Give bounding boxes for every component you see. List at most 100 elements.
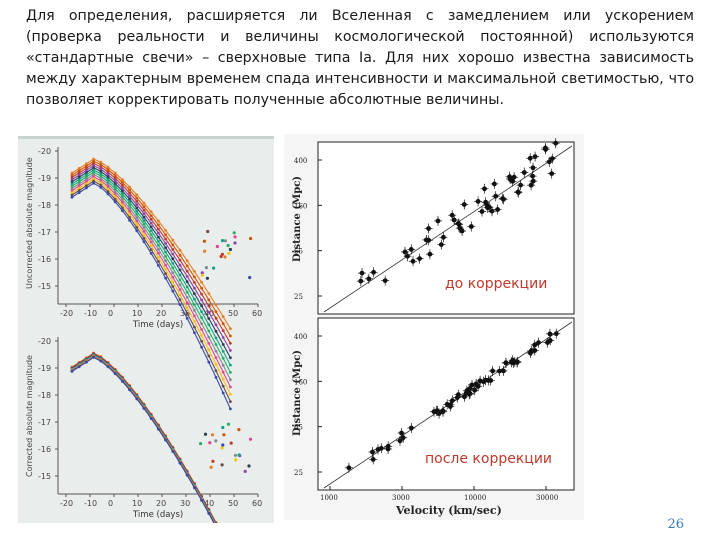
y-tick-label: -16	[38, 445, 51, 454]
light-curve-line	[71, 356, 224, 540]
late-point	[212, 266, 216, 270]
x-tick-label: -10	[84, 499, 97, 508]
late-point	[234, 458, 238, 462]
hubble-point	[472, 387, 478, 393]
hubble-point	[501, 368, 506, 374]
hubble-point	[530, 178, 536, 184]
hubble-point	[402, 249, 408, 255]
hubble-point	[503, 360, 509, 366]
hubble-point	[385, 443, 391, 449]
x-tick-label: 10	[132, 309, 142, 318]
late-point	[205, 276, 209, 280]
hubble-point	[371, 269, 376, 275]
hubble-point	[489, 208, 495, 214]
hubble-point	[493, 193, 499, 199]
late-point	[220, 463, 224, 467]
corrected-ylabel: Corrected absolute magnitude	[25, 355, 34, 477]
late-point	[228, 247, 232, 252]
late-point	[248, 275, 252, 280]
corrected-xlabel: Time (days)	[132, 510, 183, 520]
hubble-point	[438, 242, 444, 247]
late-point	[237, 453, 241, 457]
hubble-point	[359, 270, 365, 276]
hubble-point	[468, 224, 474, 229]
hubble-point	[528, 350, 533, 356]
hubble-point	[417, 256, 422, 261]
late-point	[199, 442, 203, 446]
late-point	[203, 249, 207, 253]
light-curve-line	[71, 178, 231, 395]
hubble-point	[408, 247, 414, 252]
late-point	[222, 433, 226, 437]
hubble-point	[482, 186, 487, 192]
late-point	[202, 239, 206, 243]
uncorrected-plot: Uncorrected absolute magnitude Time (day…	[25, 147, 262, 411]
light-curve-line	[71, 173, 231, 380]
light-curve-line	[71, 352, 226, 540]
hubble-x-tick-label: 30000	[536, 494, 558, 502]
hubble-point	[532, 348, 538, 353]
hubble-point	[431, 409, 437, 415]
hubble-x-tick-label: 1000	[320, 494, 338, 502]
hubble-point	[549, 156, 555, 161]
late-point	[220, 239, 225, 243]
hubble-point	[461, 202, 467, 207]
y-tick-label: -18	[38, 391, 51, 400]
late-point	[223, 239, 227, 243]
hubble-after-ylabel: Distance (Mpc)	[292, 350, 303, 436]
hubble-point	[516, 190, 521, 195]
hubble-y-tick-label: 160	[294, 378, 307, 386]
late-point	[208, 441, 212, 445]
hubble-point	[451, 217, 457, 223]
hubble-fit-line	[323, 145, 573, 313]
hubble-point	[497, 368, 502, 374]
hubble-point	[454, 395, 460, 400]
hubble-point	[440, 409, 446, 415]
hubble-point	[511, 174, 517, 180]
hubble-point	[450, 398, 455, 403]
hubble-point	[532, 342, 538, 348]
x-tick-label: 40	[204, 499, 214, 508]
caption-after-correction: после коррекции	[424, 451, 554, 467]
hubble-point	[488, 378, 494, 383]
hubble-point	[449, 212, 455, 218]
y-tick-label: -17	[38, 418, 51, 427]
x-tick-label: 50	[228, 499, 238, 508]
hubble-y-tick-label: 25	[294, 469, 303, 477]
corrected-plot: Corrected absolute magnitude Time (days)…	[25, 337, 262, 540]
hubble-point	[410, 258, 416, 264]
light-curve-line	[71, 180, 231, 402]
late-point	[237, 428, 241, 432]
x-tick-label: 60	[252, 499, 262, 508]
hubble-point	[441, 234, 446, 240]
hubble-point	[464, 388, 470, 394]
late-point	[210, 433, 215, 437]
y-tick-label: -19	[38, 364, 51, 373]
x-tick-label: 20	[156, 499, 166, 508]
light-curve-line	[71, 182, 231, 410]
hubble-point	[475, 199, 481, 204]
light-curve-line	[71, 175, 231, 388]
hubble-point	[530, 173, 535, 179]
hubble-point	[518, 182, 523, 188]
hubble-point	[405, 253, 410, 259]
hubble-after-plot: Distance (Mpc) 25 65 160 400 1000 3000 10000 3…	[292, 317, 575, 517]
hubble-point	[346, 465, 352, 471]
light-curve-line	[71, 353, 226, 540]
hubble-point	[427, 251, 433, 257]
late-point	[226, 243, 230, 248]
x-tick-label: 60	[252, 309, 262, 318]
x-tick-label: -20	[60, 499, 73, 508]
uncorrected-xlabel: Time (days)	[132, 320, 183, 330]
hubble-y-tick-label: 65	[294, 424, 303, 432]
late-point	[248, 437, 253, 441]
hubble-point	[547, 331, 553, 337]
y-tick-label: -18	[38, 201, 51, 210]
late-point	[200, 271, 204, 275]
light-curve-line	[71, 353, 226, 540]
hubble-point	[521, 170, 527, 175]
late-point	[215, 244, 219, 249]
x-tick-label: 50	[228, 309, 238, 318]
hubble-point	[527, 155, 533, 161]
hubble-point	[370, 449, 375, 455]
